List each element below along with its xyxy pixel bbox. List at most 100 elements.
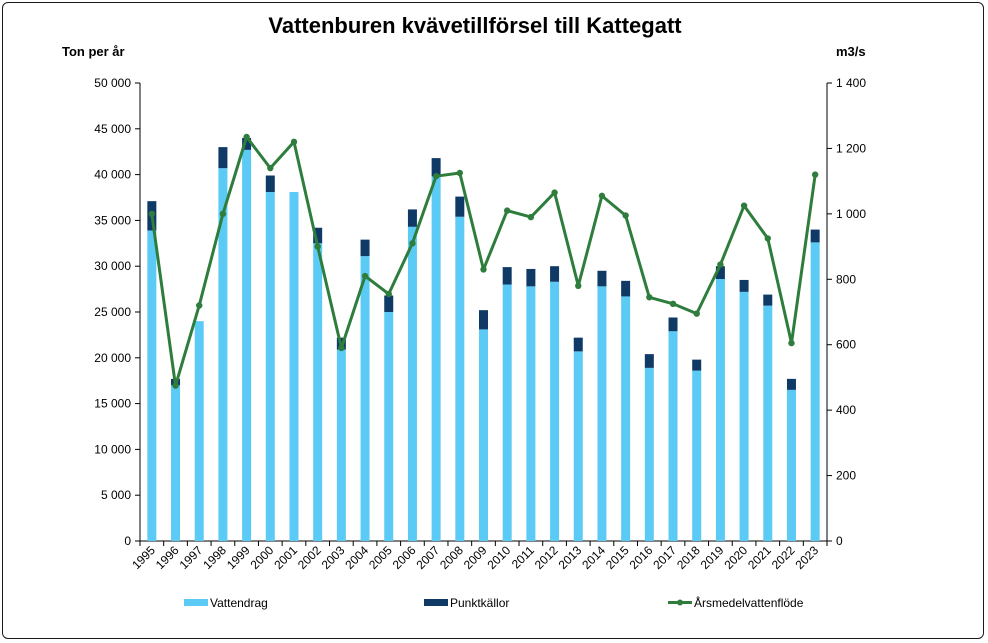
bar-punktkallor bbox=[360, 239, 370, 257]
line-point bbox=[646, 294, 653, 301]
line-point bbox=[385, 290, 392, 298]
x-tick-label: 2010 bbox=[485, 543, 514, 572]
line-point bbox=[740, 202, 748, 209]
line-point bbox=[196, 302, 203, 309]
legend-vattendrag-label: Vattendrag bbox=[210, 596, 268, 610]
line-point bbox=[527, 213, 535, 221]
bar-punktkallor bbox=[739, 279, 749, 292]
bar-vattendrag bbox=[786, 389, 796, 541]
bar-vattendrag bbox=[265, 192, 275, 541]
bar-punktkallor bbox=[621, 280, 631, 297]
y-right-tick-label: 1 400 bbox=[836, 76, 866, 90]
line-point bbox=[551, 189, 558, 196]
y-left-tick-label: 5 000 bbox=[101, 488, 131, 502]
x-tick-label: 2002 bbox=[295, 543, 324, 572]
x-tick-label: 2018 bbox=[674, 543, 703, 572]
y-left-tick-label: 15 000 bbox=[94, 397, 131, 411]
x-tick-label: 2012 bbox=[532, 543, 561, 572]
bar-punktkallor bbox=[242, 137, 252, 150]
y-right-tick-label: 600 bbox=[836, 338, 856, 352]
y-right-tick-label: 200 bbox=[836, 469, 856, 483]
x-tick-label: 2003 bbox=[319, 543, 348, 572]
bar-vattendrag bbox=[668, 331, 678, 541]
legend: Vattendrag Punktkällor Årsmedelvattenflöde bbox=[184, 595, 804, 610]
x-tick-label: 1999 bbox=[224, 543, 253, 572]
x-tick-label: 2013 bbox=[556, 543, 585, 572]
bar-vattendrag bbox=[644, 367, 654, 541]
bar-punktkallor bbox=[644, 354, 654, 368]
line-point bbox=[172, 382, 179, 389]
line-point bbox=[432, 173, 440, 180]
y-left-tick-label: 45 000 bbox=[94, 122, 131, 136]
x-tick-label: 2000 bbox=[248, 543, 277, 572]
line-point bbox=[267, 164, 274, 172]
bar-series bbox=[147, 137, 820, 542]
line-point bbox=[361, 272, 369, 280]
bar-vattendrag bbox=[455, 216, 465, 541]
x-tick-label: 2007 bbox=[413, 543, 442, 572]
y-right-tick-label: 1 000 bbox=[836, 207, 866, 221]
line-point bbox=[575, 282, 582, 290]
bar-vattendrag bbox=[313, 243, 323, 542]
bar-punktkallor bbox=[786, 378, 796, 390]
bar-vattendrag bbox=[407, 226, 417, 541]
x-tick-label: 2011 bbox=[509, 543, 537, 571]
bar-punktkallor bbox=[384, 295, 394, 312]
bar-vattendrag bbox=[360, 256, 370, 541]
line-point bbox=[503, 207, 511, 214]
y-right-tick-label: 1 200 bbox=[836, 141, 866, 155]
line-point bbox=[314, 243, 321, 250]
bar-punktkallor bbox=[550, 266, 560, 282]
bar-vattendrag bbox=[218, 168, 228, 542]
line-point bbox=[456, 169, 464, 177]
y-left-tick-label: 0 bbox=[124, 534, 131, 548]
bar-punktkallor bbox=[668, 317, 678, 332]
legend-arsmedelvattenflode-label: Årsmedelvattenflöde bbox=[694, 595, 804, 610]
legend-arsmedelvattenflode-marker bbox=[677, 599, 683, 606]
x-tick-label: 2004 bbox=[342, 543, 371, 572]
bar-vattendrag bbox=[289, 192, 299, 541]
x-tick-label: 2006 bbox=[390, 543, 419, 572]
x-tick-label: 2001 bbox=[271, 543, 300, 572]
line-point bbox=[338, 344, 345, 352]
line-point bbox=[717, 261, 724, 268]
x-tick-label: 2005 bbox=[366, 543, 395, 572]
bar-punktkallor bbox=[265, 175, 275, 193]
x-tick-label: 1998 bbox=[200, 543, 229, 572]
bar-punktkallor bbox=[455, 196, 465, 217]
y-left-tick-label: 35 000 bbox=[94, 213, 131, 227]
x-tick-label: 2017 bbox=[650, 543, 679, 572]
x-tick-label: 2009 bbox=[461, 543, 490, 572]
bar-vattendrag bbox=[147, 230, 157, 541]
bar-vattendrag bbox=[526, 286, 536, 541]
bar-punktkallor bbox=[810, 229, 820, 243]
y-left-tick-label: 30 000 bbox=[94, 259, 131, 273]
bar-vattendrag bbox=[479, 329, 488, 541]
x-tick-label: 1995 bbox=[129, 543, 158, 572]
bar-vattendrag bbox=[550, 281, 560, 541]
bar-vattendrag bbox=[621, 296, 631, 541]
y-right-tick-label: 0 bbox=[836, 534, 843, 548]
bar-vattendrag bbox=[597, 286, 607, 541]
bar-punktkallor bbox=[218, 147, 228, 169]
legend-punktkallor-label: Punktkällor bbox=[450, 596, 509, 610]
y-left-tick-label: 10 000 bbox=[94, 442, 131, 456]
bar-vattendrag bbox=[715, 279, 725, 541]
x-tick-label: 2008 bbox=[437, 543, 466, 572]
y-left-tick-label: 25 000 bbox=[94, 305, 131, 319]
bar-vattendrag bbox=[573, 351, 583, 541]
x-tick-label: 1997 bbox=[177, 543, 206, 572]
bar-vattendrag bbox=[502, 284, 512, 541]
x-tick-label: 2023 bbox=[792, 543, 821, 572]
line-point bbox=[598, 192, 606, 200]
bar-vattendrag bbox=[384, 312, 394, 541]
legend-punktkallor-swatch bbox=[424, 599, 448, 606]
bar-vattendrag bbox=[194, 321, 204, 541]
y-left-tick-label: 50 000 bbox=[94, 76, 131, 90]
x-tick-label: 2020 bbox=[721, 543, 750, 572]
bar-vattendrag bbox=[692, 370, 702, 541]
x-tick-label: 2015 bbox=[603, 543, 632, 572]
y-right-tick-label: 800 bbox=[836, 272, 856, 286]
line-series bbox=[148, 133, 819, 389]
